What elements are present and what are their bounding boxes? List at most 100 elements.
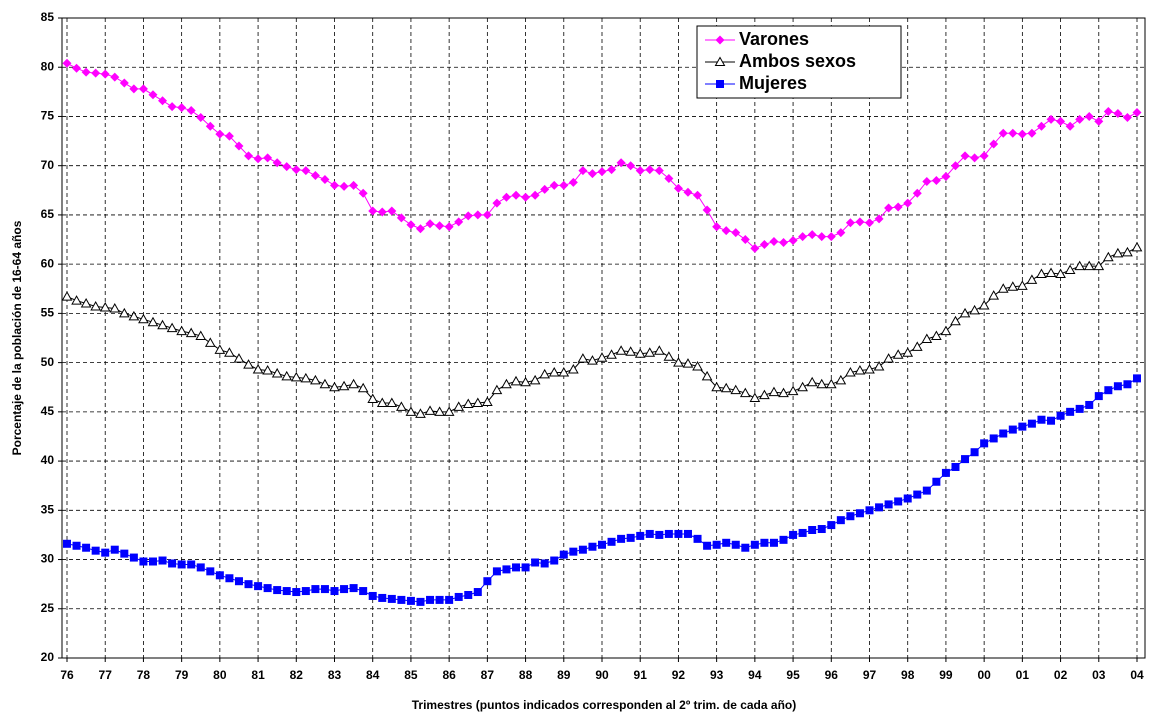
marker [1113,382,1122,391]
marker [798,232,808,242]
marker [607,537,616,546]
marker [951,462,960,471]
marker [798,528,807,537]
marker [559,180,569,190]
marker [617,534,626,543]
marker [759,239,769,249]
marker [63,539,71,548]
x-tick-label: 91 [634,668,648,682]
marker [653,345,665,355]
marker [510,375,522,386]
marker [712,222,722,232]
marker [520,376,531,387]
marker [932,477,941,486]
marker [224,131,234,141]
marker [415,224,425,234]
marker [1093,260,1105,271]
marker [1036,268,1047,278]
marker [167,102,177,112]
marker [416,597,425,606]
marker [731,540,740,549]
marker [759,389,770,400]
marker [109,302,121,313]
marker [626,533,635,542]
marker [636,531,645,540]
marker [72,541,81,550]
x-tick-label: 86 [442,668,456,682]
marker [645,165,655,175]
marker [187,560,196,569]
marker [769,237,779,247]
marker [715,35,725,45]
marker [865,506,874,515]
marker [139,557,148,566]
marker [386,397,398,407]
marker [836,516,845,525]
marker [206,567,215,576]
marker [1017,280,1028,290]
marker [129,553,138,562]
marker [855,217,865,227]
y-tick-label: 25 [41,601,55,615]
marker [1047,416,1056,425]
marker [405,406,417,416]
marker [387,594,396,603]
y-tick-label: 30 [41,552,55,566]
marker [445,595,454,604]
marker [731,228,741,238]
marker [397,595,406,604]
marker [693,190,703,200]
marker [883,353,894,363]
marker [903,494,912,503]
marker [1037,415,1046,424]
marker [531,558,540,567]
marker [978,299,990,310]
marker [215,571,224,580]
x-tick-label: 98 [901,668,915,682]
marker [521,192,531,202]
marker [233,353,245,363]
marker [473,588,482,597]
marker [177,103,187,113]
marker [482,396,493,406]
x-axis-title: Trimestres (puntos indicados corresponde… [412,698,796,712]
marker [588,542,597,551]
y-tick-label: 70 [41,158,55,172]
marker [1122,112,1132,122]
x-tick-label: 84 [366,668,380,682]
marker [711,381,722,392]
marker [539,368,551,379]
marker [273,586,282,595]
marker [100,69,110,79]
marker [301,166,311,176]
marker [300,372,312,383]
marker [1104,386,1113,395]
marker [301,587,310,596]
marker [406,596,415,605]
marker [511,190,521,200]
marker [1131,241,1143,252]
marker [1122,246,1133,257]
marker [338,380,350,391]
marker [1112,247,1124,258]
marker [1064,264,1076,275]
marker [368,591,377,600]
y-tick-label: 85 [41,10,55,24]
marker [913,490,922,499]
marker [998,128,1008,138]
marker [1094,116,1104,126]
marker [779,237,789,247]
marker [81,67,91,77]
marker [349,584,358,593]
marker [378,593,387,602]
marker [91,546,100,555]
marker [577,353,589,363]
y-tick-label: 45 [41,404,55,418]
marker [598,540,606,549]
marker [663,351,675,361]
marker [1132,108,1142,118]
marker [329,381,340,392]
marker [980,439,989,448]
marker [682,358,694,368]
